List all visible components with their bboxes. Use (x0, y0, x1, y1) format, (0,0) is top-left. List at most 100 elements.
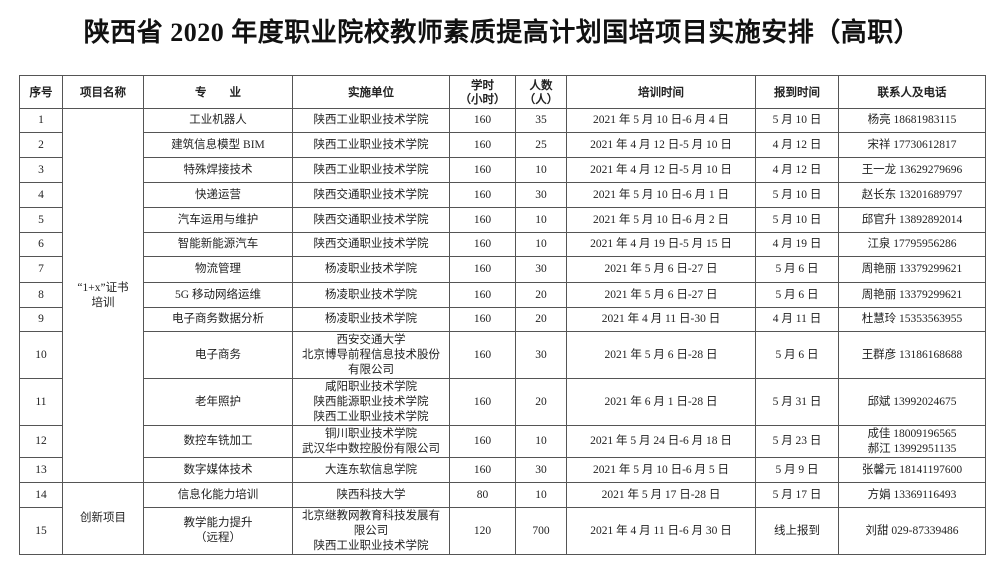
cell-no: 10 (19, 331, 63, 379)
cell-contact: 周艳丽 13379299621 (838, 256, 986, 283)
cell-report-date: 5 月 9 日 (755, 457, 839, 483)
cell-people: 20 (515, 307, 567, 332)
table-row: 12 数控车铣加工 铜川职业技术学院 武汉华中数控股份有限公司 160 10 2021 年… (19, 425, 986, 458)
cell-hours: 160 (449, 307, 516, 332)
cell-hours: 160 (449, 425, 516, 458)
cell-period: 2021 年 6 月 1 日-28 日 (566, 378, 756, 426)
cell-report-date: 5 月 10 日 (755, 182, 839, 208)
cell-unit: 陕西工业职业技术学院 (292, 157, 450, 183)
cell-unit: 北京继教网教育科技发展有 限公司 陕西工业职业技术学院 (292, 507, 450, 555)
cell-major: 信息化能力培训 (143, 482, 293, 508)
cell-no: 15 (19, 507, 63, 555)
cell-project-name: 创新项目 (62, 482, 144, 555)
cell-unit: 铜川职业技术学院 武汉华中数控股份有限公司 (292, 425, 450, 458)
cell-period: 2021 年 5 月 10 日-6 月 1 日 (566, 182, 756, 208)
cell-contact: 成佳 18009196565 郝江 13992951135 (838, 425, 986, 458)
cell-contact: 周艳丽 13379299621 (838, 282, 986, 308)
cell-hours: 160 (449, 108, 516, 133)
cell-people: 35 (515, 108, 567, 133)
header-row: 序号 项目名称专 业实施单位 学时 （小时） 人数 （人） 培训时间 报到时间 联系人及电话 (19, 75, 986, 109)
table-row: 11 老年照护 咸阳职业技术学院 陕西能源职业技术学院 陕西工业职业技术学院 160 2… (19, 378, 986, 426)
header-period: 培训时间 (566, 75, 756, 109)
cell-people: 10 (515, 425, 567, 458)
cell-people: 10 (515, 157, 567, 183)
table-row: 14 创新项目 信息化能力培训 陕西科技大学 80 10 2021 年 5 月 17 日-2… (19, 482, 986, 555)
cell-report-date: 4 月 12 日 (755, 157, 839, 183)
cell-no: 8 (19, 282, 63, 308)
table-row: 8 5G 移动网络运维 杨凌职业技术学院 160 20 2021 年 5 月 6 日-27… (19, 282, 986, 308)
cell-people: 10 (515, 207, 567, 233)
cell-period: 2021 年 5 月 17 日-28 日 (566, 482, 756, 508)
cell-hours: 160 (449, 331, 516, 379)
cell-unit: 西安交通大学 北京博导前程信息技术股份 有限公司 (292, 331, 450, 379)
cell-no: 3 (19, 157, 63, 183)
cell-major: 汽车运用与维护 (143, 207, 293, 233)
cell-no: 12 (19, 425, 63, 458)
cell-major: 工业机器人 (143, 108, 293, 133)
cell-hours: 160 (449, 378, 516, 426)
cell-no: 4 (19, 182, 63, 208)
cell-contact: 张馨元 18141197600 (838, 457, 986, 483)
cell-contact: 宋祥 17730612817 (838, 132, 986, 158)
cell-unit: 大连东软信息学院 (292, 457, 450, 483)
cell-project-name: “1+x”证书 培训 (62, 108, 144, 483)
cell-period: 2021 年 4 月 11 日-30 日 (566, 307, 756, 332)
cell-period: 2021 年 4 月 12 日-5 月 10 日 (566, 157, 756, 183)
header-people: 人数 （人） (515, 75, 567, 109)
cell-hours: 160 (449, 282, 516, 308)
header-report: 报到时间 (755, 75, 839, 109)
cell-unit: 陕西工业职业技术学院 (292, 108, 450, 133)
cell-report-date: 5 月 10 日 (755, 108, 839, 133)
cell-major: 物流管理 (143, 256, 293, 283)
cell-report-date: 4 月 11 日 (755, 307, 839, 332)
document-title: 陕西省 2020 年度职业院校教师素质提高计划国培项目实施安排（高职） (83, 18, 921, 47)
cell-report-date: 5 月 23 日 (755, 425, 839, 458)
cell-contact: 赵长东 13201689797 (838, 182, 986, 208)
cell-people: 20 (515, 282, 567, 308)
cell-contact: 江泉 17795956286 (838, 232, 986, 257)
cell-major: 特殊焊接技术 (143, 157, 293, 183)
cell-major: 数字媒体技术 (143, 457, 293, 483)
cell-contact: 王群彦 13186168688 (838, 331, 986, 379)
cell-no: 6 (19, 232, 63, 257)
cell-people: 25 (515, 132, 567, 158)
cell-hours: 160 (449, 132, 516, 158)
table-row: 6 智能新能源汽车 陕西交通职业技术学院 160 10 2021 年 4 月 19 日-5… (19, 232, 986, 257)
cell-contact: 杨亮 18681983115 (838, 108, 986, 133)
cell-report-date: 5 月 10 日 (755, 207, 839, 233)
cell-people: 10 (515, 482, 567, 508)
cell-period: 2021 年 5 月 6 日-27 日 (566, 256, 756, 283)
table-row: 10 电子商务 西安交通大学 北京博导前程信息技术股份 有限公司 160 30 2021 … (19, 331, 986, 379)
cell-no: 11 (19, 378, 63, 426)
cell-hours: 120 (449, 507, 516, 555)
cell-unit: 陕西交通职业技术学院 (292, 232, 450, 257)
cell-period: 2021 年 5 月 24 日-6 月 18 日 (566, 425, 756, 458)
cell-hours: 160 (449, 207, 516, 233)
cell-people: 30 (515, 256, 567, 283)
cell-people: 30 (515, 182, 567, 208)
cell-major: 数控车铣加工 (143, 425, 293, 458)
cell-hours: 160 (449, 457, 516, 483)
cell-unit: 杨凌职业技术学院 (292, 282, 450, 308)
cell-no: 5 (19, 207, 63, 233)
table-row: 15 教学能力提升 （远程） 北京继教网教育科技发展有 限公司 陕西工业职业技术学院… (19, 507, 986, 555)
cell-contact: 方娟 13369116493 (838, 482, 986, 508)
cell-unit: 咸阳职业技术学院 陕西能源职业技术学院 陕西工业职业技术学院 (292, 378, 450, 426)
table-row: 5 汽车运用与维护 陕西交通职业技术学院 160 10 2021 年 5 月 10 日-6… (19, 207, 986, 233)
cell-report-date: 5 月 6 日 (755, 331, 839, 379)
cell-period: 2021 年 5 月 6 日-27 日 (566, 282, 756, 308)
table-row: 13 数字媒体技术 大连东软信息学院 160 30 2021 年 5 月 10 日-6 月… (19, 457, 986, 483)
cell-period: 2021 年 4 月 11 日-6 月 30 日 (566, 507, 756, 555)
header-contact: 联系人及电话 (838, 75, 986, 109)
header-major: 专 业 (143, 75, 293, 109)
cell-hours: 160 (449, 232, 516, 257)
table-row: 9 电子商务数据分析 杨凌职业技术学院 160 20 2021 年 4 月 11 日-30… (19, 307, 986, 332)
cell-no: 2 (19, 132, 63, 158)
header-hours: 学时 （小时） (449, 75, 516, 109)
cell-period: 2021 年 4 月 12 日-5 月 10 日 (566, 132, 756, 158)
cell-contact: 杜慧玲 15353563955 (838, 307, 986, 332)
cell-hours: 160 (449, 182, 516, 208)
cell-contact: 邱斌 13992024675 (838, 378, 986, 426)
cell-no: 1 (19, 108, 63, 133)
cell-major: 电子商务 (143, 331, 293, 379)
